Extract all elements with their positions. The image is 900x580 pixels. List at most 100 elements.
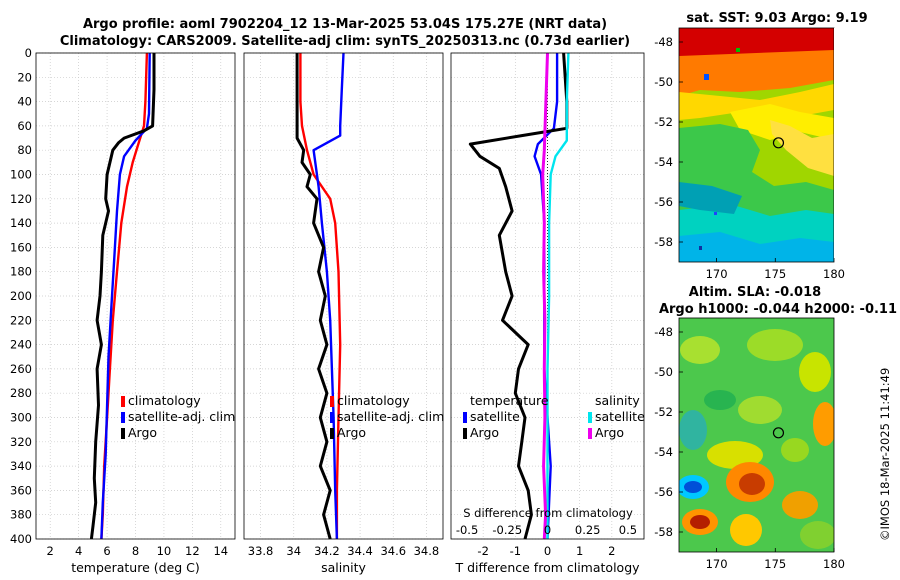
sla-blob: [690, 515, 710, 529]
sla-blob: [704, 390, 736, 410]
sla-blob: [739, 473, 765, 495]
x-tick-label: -1: [510, 544, 521, 558]
temperature-profile-panel: 0 20 40 60 80 100 120 140 160 180 200 220 240 260 280 3…: [10, 46, 236, 575]
sst-pixel: [699, 246, 702, 250]
sst-map-field: [679, 28, 834, 262]
y-tick-label: 300: [10, 411, 32, 425]
sla-blob: [813, 402, 834, 446]
legend-swatch-climatology: [330, 396, 334, 407]
legend-swatch-t-satellite: [463, 412, 467, 423]
x-tick-label: 4: [75, 544, 82, 558]
series-line-argo: [89, 53, 156, 540]
legend-label: Argo: [470, 425, 499, 440]
map-y-tick-label: -48: [654, 35, 673, 49]
difference-top-axis-label: S difference from climatology: [463, 506, 633, 520]
sla-blob: [730, 514, 762, 546]
x-tick-label: 0: [544, 544, 551, 558]
difference-top-ticks: -0.5 -0.25 0 0.25 0.5: [456, 523, 637, 537]
sst-map-axes: 170 175 180 -48 -50 -52 -54 -56 -58: [654, 35, 845, 281]
y-tick-label: 280: [10, 386, 32, 400]
sla-blob: [680, 336, 720, 364]
x-tick-label: 34.2: [314, 544, 340, 558]
map-y-tick-label: -54: [654, 155, 673, 169]
legend-label: satellite: [595, 409, 645, 424]
series-line-climatology: [299, 53, 342, 539]
top-tick-label: -0.5: [456, 523, 478, 537]
y-tick-label: 60: [17, 119, 32, 133]
legend-label: satellite-adj. clim: [128, 409, 235, 424]
map-y-tick-label: -54: [654, 445, 673, 459]
series-line-s-argo: [541, 52, 549, 540]
map-y-tick-label: -56: [654, 485, 673, 499]
map-y-tick-label: -48: [654, 325, 673, 339]
x-tick-label: 10: [157, 544, 172, 558]
profile-panels: 0204060801001201401601802002202402602803…: [10, 46, 645, 575]
y-tick-label: 380: [10, 508, 32, 522]
sst-pixel: [714, 212, 717, 215]
header-line-1: Argo profile: aoml 7902204_12 13-Mar-202…: [83, 17, 607, 32]
x-tick-label: 2: [47, 544, 54, 558]
x-tick-label: 34.6: [380, 544, 406, 558]
legend-swatch-climatology: [121, 396, 125, 407]
sla-blob: [684, 481, 702, 493]
legend-label: Argo: [337, 425, 366, 440]
sla-blob: [781, 438, 809, 462]
legend-label: Argo: [595, 425, 624, 440]
legend-swatch-s-satellite: [588, 412, 592, 423]
sst-map-title: sat. SST: 9.03 Argo: 9.19: [686, 11, 867, 26]
sst-map: 170 175 180 -48 -50 -52 -54 -56 -58: [654, 27, 878, 281]
y-tick-label: 360: [10, 483, 32, 497]
sla-map-frame: [678, 317, 835, 553]
difference-profile-panel: -2 -1 0 1 2 T difference from climatology: [450, 52, 645, 575]
y-tick-label: 320: [10, 435, 32, 449]
legend-title-temperature: temperature: [470, 393, 549, 408]
y-tick-label: 140: [10, 216, 32, 230]
series-line-argo: [295, 53, 332, 540]
sla-map-axes: 170 175 180 -48 -50 -52 -54 -56 -58: [654, 325, 845, 571]
legend-label: climatology: [337, 393, 410, 408]
x-tick-label: 34: [286, 544, 301, 558]
y-tick-label: 160: [10, 240, 32, 254]
x-tick-label: 1: [576, 544, 583, 558]
salinity-legend: climatology satellite-adj. clim Argo: [330, 393, 444, 440]
sla-blob: [799, 352, 831, 392]
y-tick-label: 180: [10, 265, 32, 279]
map-y-tick-label: -58: [654, 235, 673, 249]
legend-swatch-satellite: [121, 412, 125, 423]
legend-swatch-argo: [121, 428, 125, 439]
header-line-2: Climatology: CARS2009. Satellite-adj cli…: [60, 34, 630, 49]
map-y-tick-label: -50: [654, 365, 673, 379]
top-tick-label: 0: [544, 523, 551, 537]
y-tick-label: 340: [10, 459, 32, 473]
x-tick-label: 8: [132, 544, 139, 558]
y-tick-label: 40: [17, 95, 32, 109]
top-tick-label: 0.25: [575, 523, 601, 537]
salinity-profile-frame: [243, 52, 444, 540]
sla-blob: [679, 410, 707, 450]
legend-label: satellite: [470, 409, 520, 424]
sla-blob: [800, 521, 834, 549]
sst-orange-band: [679, 50, 834, 96]
x-tick-label: -2: [477, 544, 488, 558]
temperature-legend: climatology satellite-adj. clim Argo: [121, 393, 235, 440]
x-tick-label: 33.8: [248, 544, 274, 558]
x-tick-label: 14: [213, 544, 228, 558]
sst-yellow-patch: [730, 104, 834, 140]
sst-blue-region: [679, 232, 834, 262]
y-tick-label: 100: [10, 168, 32, 182]
sst-pixel: [736, 48, 740, 52]
sla-map: 170 175 180 -48 -50 -52 -54 -56 -58: [654, 317, 845, 571]
sla-map-title: Altim. SLA: -0.018: [689, 285, 821, 300]
sst-map-blank-area: [834, 28, 878, 262]
difference-profile-frame: [450, 52, 645, 540]
sla-map-field: [679, 318, 834, 552]
legend-swatch-argo: [330, 428, 334, 439]
y-tick-label: 220: [10, 313, 32, 327]
x-tick-label: 2: [608, 544, 615, 558]
difference-profile-xlabel: T difference from climatology: [454, 560, 640, 575]
difference-legend: temperature satellite Argo salinity sate…: [463, 393, 645, 440]
y-tick-label: 20: [17, 70, 32, 84]
salinity-profile-xlabel: salinity: [321, 560, 366, 575]
sst-argo-position-marker: [772, 137, 785, 149]
map-y-tick-label: -58: [654, 525, 673, 539]
